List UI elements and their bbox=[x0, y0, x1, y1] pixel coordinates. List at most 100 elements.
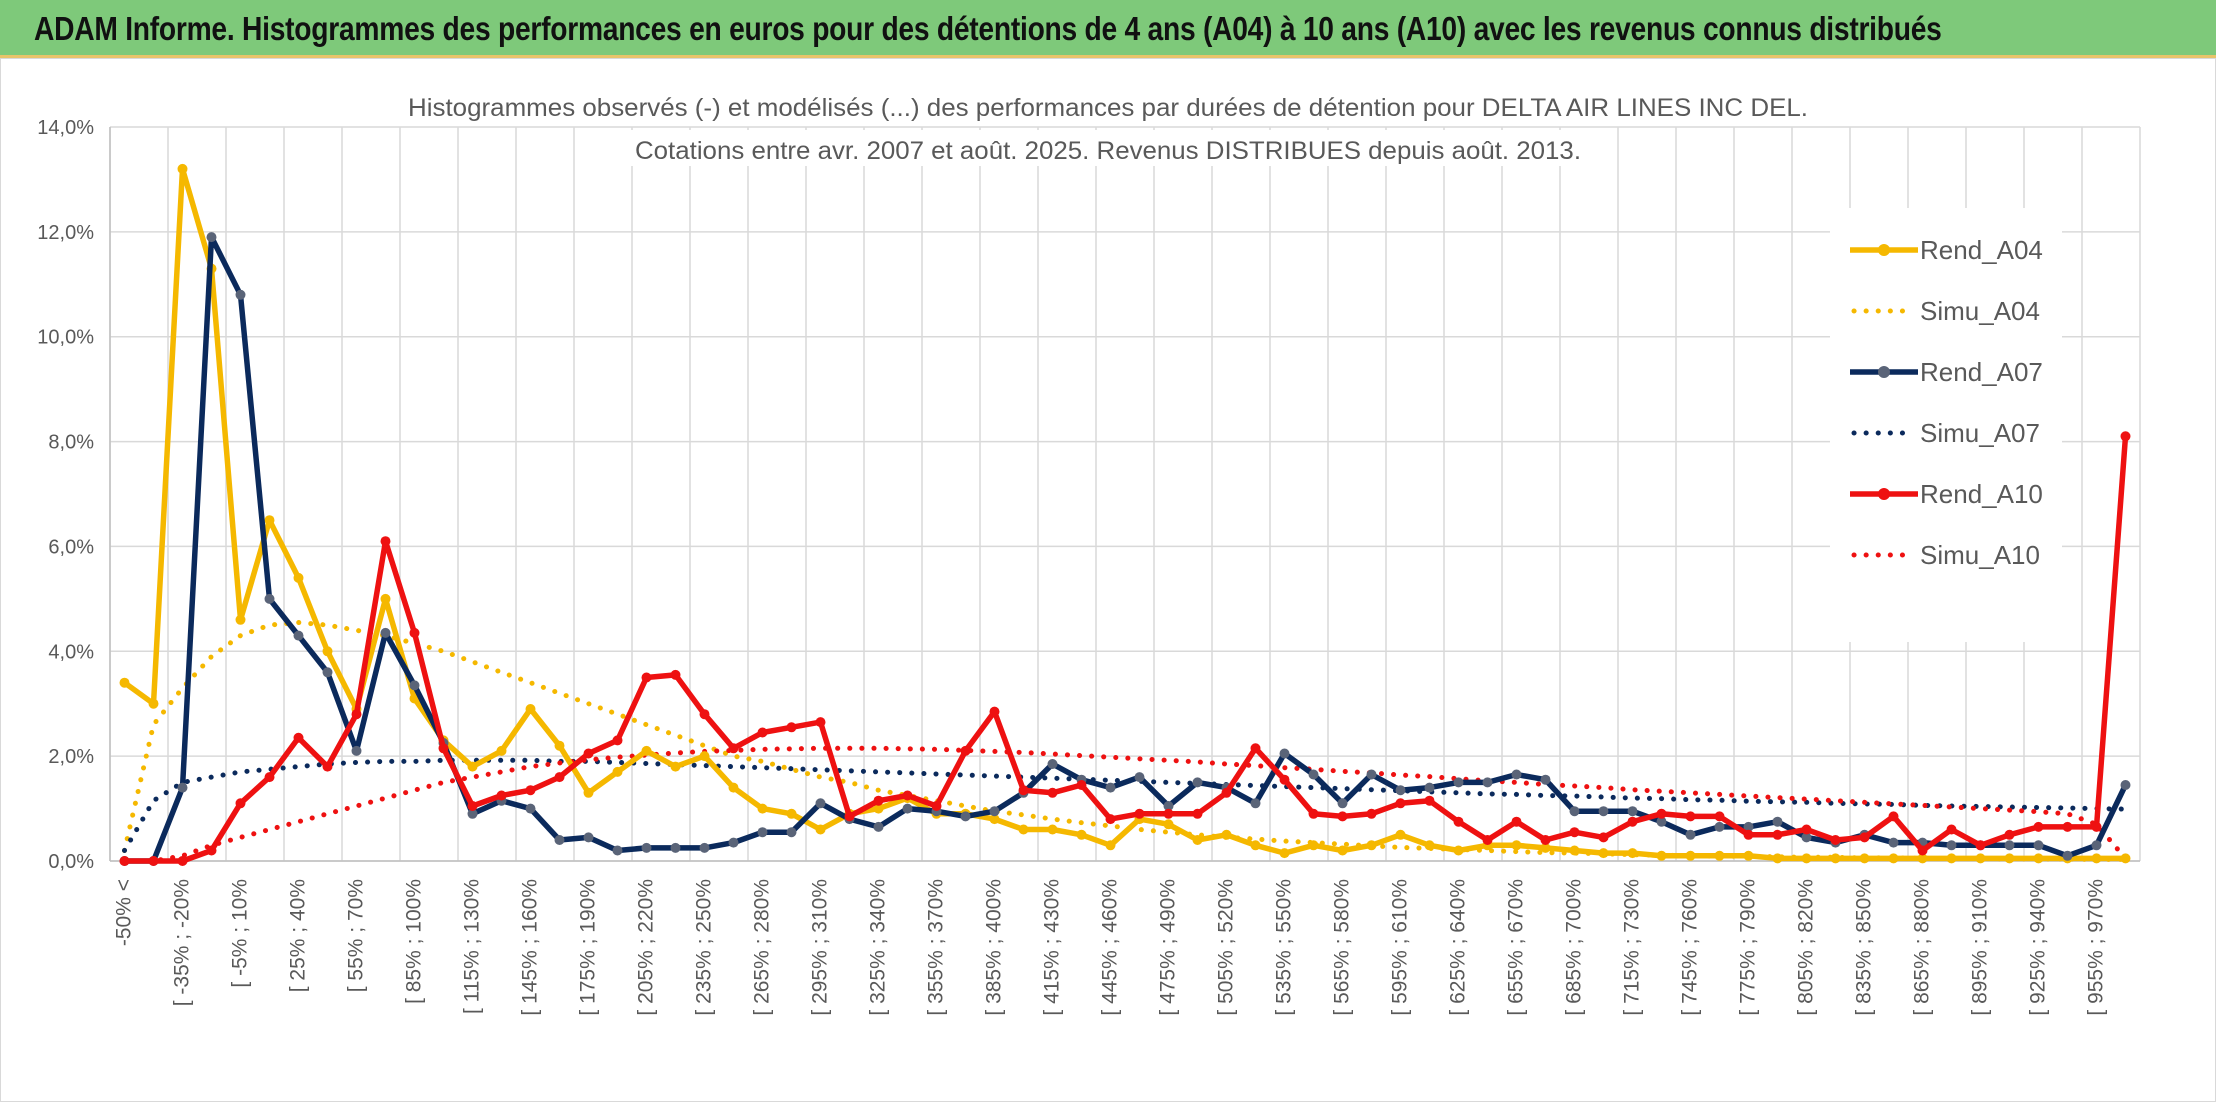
y-tick-label: 14,0% bbox=[37, 117, 94, 139]
data-point bbox=[554, 772, 565, 783]
data-point bbox=[1511, 769, 1522, 780]
data-point bbox=[757, 727, 768, 738]
data-point bbox=[1801, 832, 1812, 843]
data-point bbox=[1482, 835, 1493, 845]
data-point bbox=[351, 745, 362, 756]
data-point bbox=[554, 835, 565, 845]
data-point bbox=[612, 735, 623, 746]
data-point bbox=[2120, 431, 2131, 442]
data-point bbox=[2062, 821, 2073, 832]
data-point bbox=[1279, 748, 1290, 759]
data-point bbox=[1424, 782, 1435, 793]
data-point bbox=[670, 761, 681, 772]
report-title: ADAM Informe. Histogrammes des performan… bbox=[34, 10, 1942, 47]
chart-title-line2: Cotations entre avr. 2007 et août. 2025.… bbox=[635, 137, 1581, 165]
x-tick-label: [ 355% ; 370% bbox=[925, 879, 948, 1016]
data-point bbox=[1569, 845, 1580, 856]
data-point bbox=[1366, 769, 1377, 780]
data-point bbox=[322, 761, 333, 772]
data-point bbox=[525, 785, 536, 796]
data-point bbox=[989, 806, 1000, 817]
data-point bbox=[1888, 837, 1899, 848]
data-point bbox=[1395, 829, 1406, 840]
data-point bbox=[1714, 811, 1725, 822]
data-point bbox=[1105, 782, 1116, 793]
x-tick-label: [ 505% ; 520% bbox=[1215, 879, 1238, 1016]
data-point bbox=[119, 856, 130, 866]
data-point bbox=[1540, 774, 1551, 785]
data-point bbox=[496, 790, 507, 801]
data-point bbox=[1308, 808, 1319, 819]
x-tick-label: [ 955% ; 970% bbox=[2085, 879, 2108, 1016]
data-point bbox=[1975, 840, 1986, 851]
data-point bbox=[1424, 795, 1435, 806]
y-tick-label: 10,0% bbox=[37, 327, 94, 349]
data-point bbox=[815, 717, 826, 728]
x-tick-label: [ 475% ; 490% bbox=[1157, 879, 1180, 1016]
x-tick-label: [ 85% ; 100% bbox=[403, 879, 426, 1004]
data-point bbox=[1134, 808, 1145, 819]
data-point bbox=[2033, 840, 2044, 851]
legend-label: Simu_A07 bbox=[1920, 418, 2040, 448]
data-point bbox=[293, 572, 304, 583]
x-tick-label: [ 55% ; 70% bbox=[345, 879, 368, 992]
data-point bbox=[699, 751, 710, 762]
y-axis: 0,0% 2,0% 4,0% 6,0% 8,0% 10,0% 12,0% 14,0% bbox=[37, 117, 111, 873]
data-point bbox=[1743, 850, 1754, 861]
data-point bbox=[1482, 777, 1493, 788]
data-point bbox=[1221, 787, 1232, 798]
data-point bbox=[1453, 845, 1464, 856]
data-point bbox=[873, 821, 884, 832]
x-tick-label: [ 775% ; 790% bbox=[1737, 879, 1760, 1016]
y-tick-label: 4,0% bbox=[48, 641, 94, 663]
data-point bbox=[1917, 845, 1928, 856]
data-point bbox=[1424, 840, 1435, 851]
x-tick-label: [ 925% ; 940% bbox=[2027, 879, 2050, 1016]
data-point bbox=[2033, 821, 2044, 832]
data-point bbox=[1192, 777, 1203, 788]
data-point bbox=[786, 722, 797, 733]
data-point bbox=[1627, 848, 1638, 859]
data-point bbox=[1627, 806, 1638, 817]
legend-background bbox=[1830, 208, 2062, 642]
series-layer bbox=[119, 163, 2131, 866]
data-point bbox=[786, 827, 797, 838]
data-point bbox=[989, 814, 1000, 825]
data-point bbox=[322, 646, 333, 657]
data-point bbox=[1946, 824, 1957, 835]
data-point bbox=[670, 669, 681, 680]
data-point bbox=[960, 745, 971, 756]
data-point bbox=[1163, 801, 1174, 811]
legend-marker bbox=[1878, 244, 1890, 256]
x-tick-label: [ 565% ; 580% bbox=[1331, 879, 1354, 1016]
data-point bbox=[1511, 816, 1522, 827]
data-point bbox=[1047, 759, 1058, 769]
data-point bbox=[1569, 806, 1580, 817]
data-point bbox=[815, 824, 826, 835]
legend-item-rend-a04: Rend_A04 bbox=[1850, 235, 2043, 265]
x-tick-label: [ 715% ; 730% bbox=[1621, 879, 1644, 1016]
data-point bbox=[989, 706, 1000, 717]
x-tick-label: [ 445% ; 460% bbox=[1099, 879, 1122, 1016]
data-point bbox=[873, 795, 884, 806]
y-tick-label: 12,0% bbox=[37, 222, 94, 244]
data-point bbox=[1192, 808, 1203, 819]
data-point bbox=[206, 845, 217, 856]
legend-label: Simu_A10 bbox=[1920, 540, 2040, 570]
data-point bbox=[844, 811, 855, 822]
x-tick-label: [ 835% ; 850% bbox=[1853, 879, 1876, 1016]
data-point bbox=[1830, 853, 1841, 864]
x-tick-label: [ 295% ; 310% bbox=[809, 879, 832, 1016]
data-point bbox=[1772, 829, 1783, 840]
data-point bbox=[148, 698, 159, 709]
data-point bbox=[1047, 824, 1058, 835]
legend-label: Rend_A07 bbox=[1920, 357, 2043, 387]
data-point bbox=[467, 761, 478, 772]
x-tick-label: [ 595% ; 610% bbox=[1389, 879, 1412, 1016]
data-point bbox=[2062, 850, 2073, 861]
data-point bbox=[1511, 840, 1522, 851]
legend-item-simu-a10: Simu_A10 bbox=[1851, 540, 2040, 570]
data-point bbox=[670, 842, 681, 853]
data-point bbox=[1743, 829, 1754, 840]
chart-title-background bbox=[392, 88, 1824, 166]
